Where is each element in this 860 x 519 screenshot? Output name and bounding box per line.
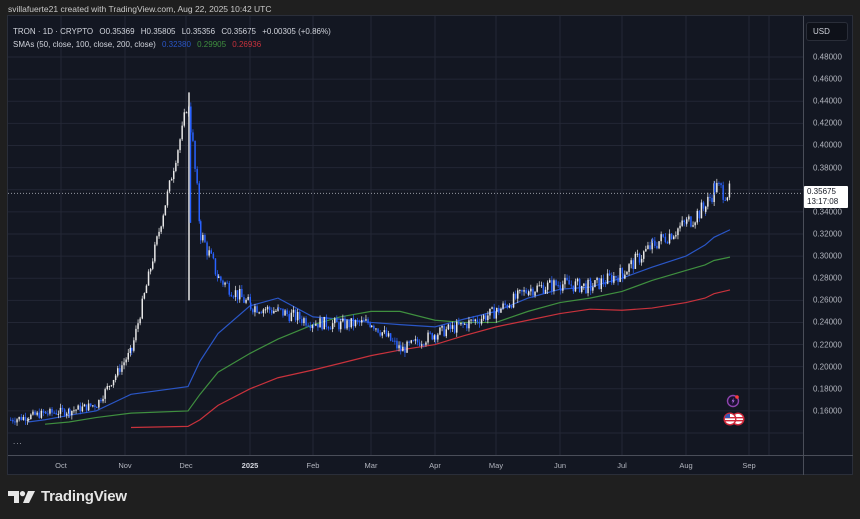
- price-tick: 0.16000: [813, 406, 842, 416]
- time-tick: Jun: [553, 461, 567, 470]
- currency-button[interactable]: USD: [806, 22, 848, 41]
- time-tick: 2025: [241, 461, 259, 470]
- high-value: H0.35805: [140, 27, 176, 36]
- brand-name: TradingView: [41, 488, 127, 505]
- close-value: C0.35675: [221, 27, 257, 36]
- price-tick: 0.32000: [813, 229, 842, 239]
- time-tick: Sep: [742, 461, 756, 470]
- price-tick: 0.40000: [813, 140, 842, 150]
- price-tick: 0.44000: [813, 96, 842, 106]
- open-value: O0.35369: [99, 27, 135, 36]
- sma50-value: 0.32380: [161, 40, 191, 49]
- sma-legend: SMAs (50, close, 100, close, 200, close)…: [13, 40, 265, 49]
- us-economic-events-icon[interactable]: [722, 412, 746, 431]
- bar-countdown: 13:17:08: [807, 197, 839, 206]
- time-axis[interactable]: Oct Nov Dec 2025 Feb Mar Apr May Jun Jul Aug Sep: [8, 455, 803, 475]
- time-tick: Dec: [179, 461, 193, 470]
- sma100-value: 0.29905: [197, 40, 227, 49]
- time-tick: Feb: [306, 461, 320, 470]
- low-value: L0.35356: [181, 27, 216, 36]
- price-tick: 0.30000: [813, 251, 842, 261]
- price-tick: 0.34000: [813, 207, 842, 217]
- price-chart-svg: [8, 16, 803, 455]
- time-tick: May: [488, 461, 504, 470]
- chart-credit: svillafuerte21 created with TradingView.…: [8, 4, 272, 14]
- ohlc-legend: TRON · 1D · CRYPTO O0.35369 H0.35805 L0.…: [13, 27, 335, 36]
- change-value: +0.00305 (+0.86%): [262, 27, 331, 36]
- time-tick: Apr: [429, 461, 441, 470]
- price-tick: 0.48000: [813, 52, 842, 62]
- price-tick: 0.20000: [813, 362, 842, 372]
- sma-label[interactable]: SMAs (50, close, 100, close, 200, close): [13, 40, 156, 49]
- lightning-event-icon[interactable]: [726, 394, 740, 413]
- chart-frame: [7, 15, 853, 475]
- time-tick: Aug: [679, 461, 693, 470]
- chart-plot-area[interactable]: [8, 16, 803, 455]
- price-tick: 0.18000: [813, 384, 842, 394]
- price-tick: 0.38000: [813, 163, 842, 173]
- price-tick: 0.22000: [813, 340, 842, 350]
- price-tick: 0.28000: [813, 273, 842, 283]
- time-tick: Jul: [617, 461, 627, 470]
- tradingview-logo[interactable]: TradingView: [8, 488, 127, 505]
- sma200-value: 0.26936: [232, 40, 262, 49]
- time-tick: Nov: [118, 461, 132, 470]
- time-tick: Mar: [364, 461, 378, 470]
- price-axis[interactable]: 0.48000 0.46000 0.44000 0.42000 0.40000 0.380…: [803, 16, 853, 455]
- tradingview-logo-icon: [8, 490, 35, 503]
- axis-corner: [803, 455, 853, 475]
- time-tick: Oct: [55, 461, 67, 470]
- price-tick: 0.46000: [813, 74, 842, 84]
- current-price: 0.35675: [807, 187, 836, 196]
- price-tick: 0.26000: [813, 295, 842, 305]
- more-indicators-button[interactable]: ...: [13, 437, 23, 446]
- price-tick: 0.24000: [813, 317, 842, 327]
- current-price-label: 0.35675 13:17:08: [804, 186, 848, 208]
- price-tick: 0.42000: [813, 118, 842, 128]
- symbol-label[interactable]: TRON · 1D · CRYPTO: [13, 27, 94, 36]
